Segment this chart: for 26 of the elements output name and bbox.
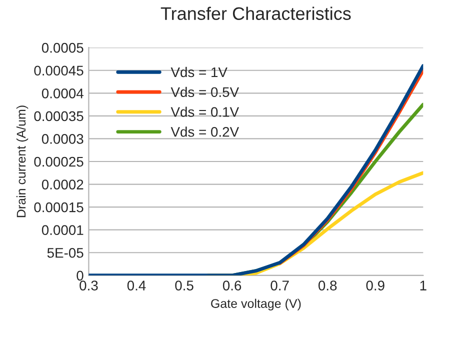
- y-tick-label: 5E-05: [47, 248, 84, 258]
- x-tick-label: 0.3: [80, 280, 98, 290]
- y-tick-label: 0.00035: [34, 111, 84, 122]
- legend-label: Vds = 1V: [170, 66, 228, 78]
- x-tick-label: 0.5: [175, 280, 194, 290]
- y-tick-label: 0.0001: [42, 225, 84, 236]
- x-tick-label: 1: [420, 280, 426, 290]
- y-tick-label: 0.00045: [34, 66, 84, 76]
- x-tick-label: 0.9: [366, 280, 384, 290]
- legend-label: Vds = 0.5V: [170, 86, 239, 98]
- x-tick-label: 0.6: [222, 280, 242, 290]
- y-tick-label: 0.0005: [42, 42, 84, 53]
- y-axis-title: Drain current (A/um): [16, 106, 28, 218]
- y-tick-label: 0: [76, 270, 84, 281]
- x-tick-label: 0.4: [127, 280, 146, 290]
- y-tick-label: 0.00015: [34, 202, 84, 212]
- y-tick-label: 0.0002: [42, 180, 84, 190]
- chart-title: Transfer Characteristics: [160, 6, 351, 20]
- y-tick-label: 0.00025: [34, 156, 84, 167]
- x-axis-title: Gate voltage (V): [211, 298, 301, 310]
- x-tick-label: 0.7: [270, 280, 289, 290]
- legend-label: Vds = 0.1V: [170, 106, 239, 117]
- y-tick-label: 0.0004: [42, 88, 84, 98]
- x-tick-label: 0.8: [318, 280, 337, 290]
- y-tick-label: 0.0003: [42, 134, 84, 144]
- legend-label: Vds = 0.2V: [170, 126, 239, 137]
